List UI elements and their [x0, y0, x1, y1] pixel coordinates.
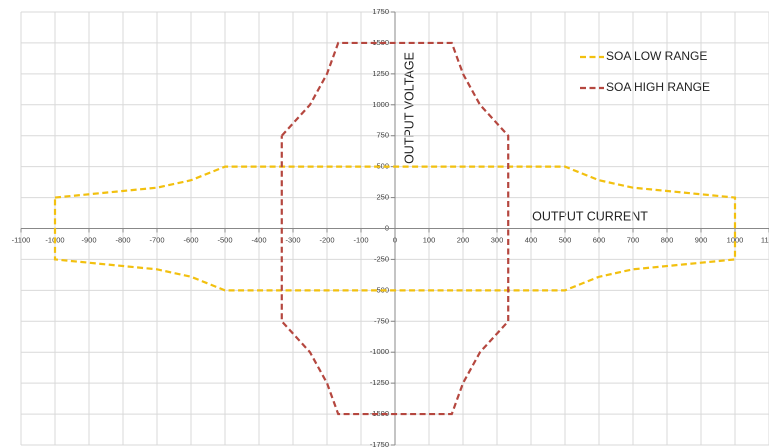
y-tick-label: 1750 — [372, 7, 389, 16]
x-tick-label: 100 — [423, 235, 436, 244]
x-tick-label: 700 — [627, 235, 640, 244]
y-tick-label: -250 — [374, 254, 389, 263]
x-tick-label: -1100 — [12, 235, 31, 244]
x-tick-label: 300 — [491, 235, 504, 244]
x-tick-label: -600 — [183, 235, 198, 244]
x-tick-label: 800 — [661, 235, 674, 244]
x-tick-label: 500 — [559, 235, 572, 244]
y-tick-label: -1500 — [370, 409, 389, 418]
y-tick-label: 1250 — [372, 69, 389, 78]
x-tick-label: -900 — [81, 235, 96, 244]
legend-label: SOA LOW RANGE — [606, 49, 707, 63]
y-tick-label: 250 — [376, 193, 389, 202]
y-tick-label: 1000 — [372, 100, 389, 109]
x-axis-label: OUTPUT CURRENT — [532, 209, 648, 223]
x-tick-label: 1100 — [761, 235, 769, 244]
x-tick-label: -800 — [115, 235, 130, 244]
y-tick-label: -1250 — [370, 378, 389, 387]
x-tick-label: -300 — [285, 235, 300, 244]
x-tick-label: 900 — [695, 235, 708, 244]
y-tick-label: -1000 — [370, 347, 389, 356]
x-tick-label: 200 — [457, 235, 470, 244]
x-tick-label: -200 — [319, 235, 334, 244]
y-tick-label: 750 — [376, 131, 389, 140]
x-tick-label: 1000 — [727, 235, 744, 244]
series-line — [280, 41, 510, 416]
y-tick-label: 500 — [376, 162, 389, 171]
legend-label: SOA HIGH RANGE — [606, 80, 710, 94]
y-tick-label: 0 — [385, 223, 389, 232]
x-tick-label: 400 — [525, 235, 538, 244]
series-line — [53, 165, 737, 292]
x-tick-label: -100 — [353, 235, 368, 244]
x-tick-label: -500 — [217, 235, 232, 244]
y-tick-label: -750 — [374, 316, 389, 325]
x-tick-label: -400 — [251, 235, 266, 244]
y-axis-label: OUTPUT VOLTAGE — [402, 52, 416, 164]
y-tick-label: -1750 — [370, 440, 389, 448]
x-tick-label: 600 — [593, 235, 606, 244]
x-tick-label: -700 — [149, 235, 164, 244]
